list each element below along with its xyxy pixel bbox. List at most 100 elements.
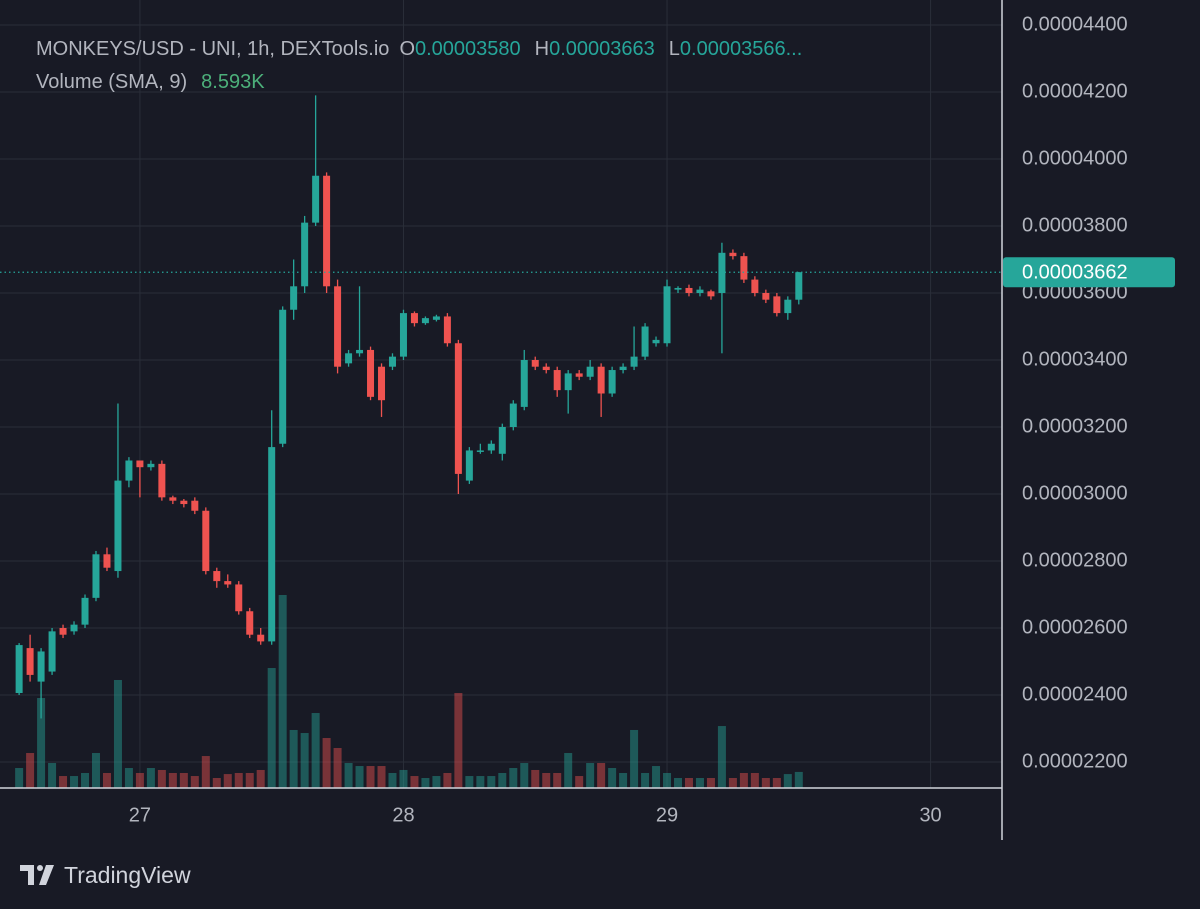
volume-bar — [81, 773, 90, 788]
volume-sma: 8.593K — [201, 71, 265, 93]
candle-body — [290, 286, 298, 310]
candle-body — [740, 256, 748, 280]
candle-body — [125, 460, 133, 481]
logo-shape — [20, 865, 34, 885]
candle-body — [103, 554, 111, 568]
candle-body — [762, 292, 770, 300]
volume-bar — [355, 766, 364, 788]
candle-body — [15, 645, 23, 693]
volume-bar — [608, 768, 617, 788]
volume-bar — [597, 763, 606, 788]
x-tick-label: 27 — [129, 804, 151, 826]
volume-bar — [179, 773, 188, 788]
candle-body — [641, 326, 649, 357]
candle-body — [509, 403, 517, 427]
ohlc-key: H — [534, 38, 550, 60]
candle-body — [323, 175, 331, 287]
volume-bar — [223, 774, 232, 788]
candle-body — [345, 353, 353, 364]
volume-bar — [520, 763, 529, 788]
volume-bar — [531, 769, 540, 788]
volume-bar — [245, 773, 254, 788]
volume-bar — [366, 766, 375, 788]
volume-bar — [619, 773, 628, 788]
volume-bar — [146, 768, 155, 788]
volume-bar — [476, 776, 485, 788]
candle-body — [136, 460, 144, 468]
volume-bar — [553, 773, 562, 788]
candle-body — [619, 366, 627, 371]
candle-body — [235, 584, 243, 612]
candle-body — [334, 286, 342, 367]
y-tick-label: 0.00003800 — [1022, 214, 1128, 236]
candle-body — [465, 450, 473, 481]
volume-bar — [498, 773, 507, 788]
volume-bar — [256, 769, 265, 788]
volume-bar — [190, 776, 199, 788]
candle-body — [279, 309, 287, 444]
last-price-badge — [1003, 257, 1175, 288]
volume-bar — [157, 769, 166, 788]
volume-bar — [674, 778, 683, 788]
volume-bar — [739, 773, 748, 788]
candle-body — [202, 510, 210, 572]
legend-line: Volume (SMA, 9) 8.593K — [36, 71, 265, 94]
candle-body — [707, 291, 715, 297]
candle-body — [784, 299, 792, 314]
volume-bar — [652, 766, 661, 788]
volume-pane — [15, 595, 803, 788]
volume-bar — [761, 778, 770, 788]
volume-bar — [267, 668, 276, 788]
volume-bar — [586, 763, 595, 788]
candle-body — [301, 222, 309, 287]
candle-body — [246, 611, 254, 635]
ohlc-key: O — [399, 38, 415, 60]
volume-bar — [641, 773, 650, 788]
volume-bar — [630, 729, 639, 788]
volume-bar — [454, 693, 463, 788]
candle-body — [268, 447, 276, 642]
brand: TradingView — [64, 862, 191, 888]
volume-bar — [684, 778, 693, 788]
volume-bar — [91, 753, 100, 788]
y-tick-label: 0.00003000 — [1022, 482, 1128, 504]
candle-body — [564, 373, 572, 391]
ohlc-value: 0.00003566... — [679, 38, 803, 60]
x-tick-label: 28 — [392, 804, 414, 826]
y-tick-label: 0.00002400 — [1022, 683, 1128, 705]
volume-bar — [487, 776, 496, 788]
symbol-title: MONKEYS/USD - UNI, 1h, DEXTools.io — [36, 38, 390, 60]
legend-line: MONKEYS/USD - UNI, 1h, DEXTools.io O 0.00… — [36, 38, 816, 61]
candle-body — [586, 366, 594, 377]
volume-bar — [542, 773, 551, 788]
volume-bar — [201, 756, 210, 788]
logo-shape — [39, 865, 54, 885]
last-price-label: 0.00003662 — [1022, 262, 1128, 284]
candle-body — [70, 624, 78, 632]
volume-bar — [663, 773, 672, 788]
candle-body — [652, 339, 660, 344]
candle-body — [718, 252, 726, 293]
candle-body — [685, 287, 693, 293]
logo-dot — [37, 865, 43, 871]
candle-body — [575, 373, 583, 377]
candle-body — [312, 175, 320, 223]
volume-bar — [794, 771, 803, 788]
volume-bar — [465, 776, 474, 788]
y-tick-label: 0.00003400 — [1022, 348, 1128, 370]
candle-body — [180, 500, 188, 505]
volume-bar — [333, 748, 342, 788]
candle-body — [487, 443, 495, 451]
candle-body — [48, 631, 56, 672]
candle-body — [476, 450, 484, 452]
volume-label: Volume (SMA, 9) — [36, 71, 188, 93]
volume-bar — [564, 753, 573, 788]
volume-bar — [706, 778, 715, 788]
candle-body — [520, 359, 528, 407]
candle-body — [421, 318, 429, 324]
y-tick-label: 0.00004000 — [1022, 147, 1128, 169]
ohlc-value: 0.00003663 — [549, 38, 655, 60]
volume-bar — [410, 776, 419, 788]
